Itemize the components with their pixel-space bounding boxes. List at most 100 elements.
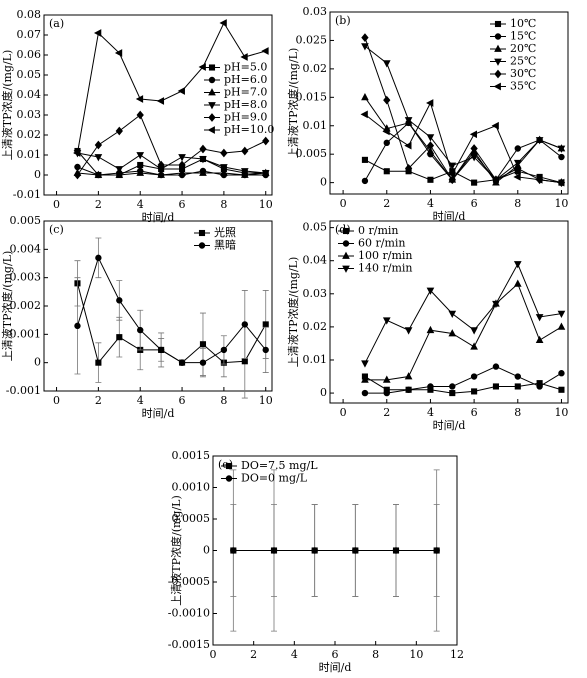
y-tick-label: 0.003	[10, 271, 42, 284]
marker	[535, 175, 543, 184]
marker	[114, 49, 123, 57]
series-line	[76, 283, 267, 364]
legend-label: 15℃	[510, 30, 536, 43]
marker	[157, 160, 165, 170]
marker	[199, 168, 207, 176]
marker	[513, 279, 522, 287]
x-tick-label: 8	[220, 198, 227, 211]
panel-label: (a)	[49, 17, 64, 30]
marker	[361, 33, 369, 42]
legend-label: pH=6.0	[224, 73, 267, 86]
series-line	[364, 45, 562, 181]
x-tick-label: 2	[383, 197, 390, 210]
marker	[95, 254, 102, 262]
marker	[137, 326, 144, 334]
y-axis-label: 上清液TP浓度/(mg/L)	[286, 257, 300, 368]
y-tick-label: 0.015	[296, 90, 328, 103]
series-line	[77, 166, 266, 176]
panel: -0.01 0 0.01 0.02 0.03 0.04 0.05 0.06 0.07 0.08 0 2…	[0, 8, 274, 224]
legend-marker	[198, 229, 206, 237]
marker	[240, 168, 249, 176]
series-line	[364, 37, 562, 184]
y-tick-label: -0.0005	[168, 575, 210, 588]
marker	[404, 327, 413, 335]
marker	[136, 110, 144, 120]
marker	[470, 342, 478, 350]
y-tick-label: 0.04	[303, 254, 328, 267]
marker	[427, 383, 434, 390]
marker	[449, 390, 456, 397]
marker	[513, 159, 522, 168]
marker	[94, 154, 103, 162]
marker	[382, 317, 391, 325]
x-tick-label: 2	[383, 406, 390, 419]
marker	[220, 148, 228, 158]
marker	[492, 300, 500, 309]
marker	[471, 388, 478, 395]
panel-label: (c)	[49, 223, 64, 236]
series-line	[364, 376, 562, 394]
marker	[558, 386, 565, 393]
panel-label: (b)	[335, 14, 351, 27]
marker	[73, 170, 82, 180]
legend-marker	[198, 242, 206, 249]
marker	[360, 110, 368, 119]
legend-marker	[494, 69, 502, 79]
marker	[558, 370, 565, 377]
marker	[241, 146, 249, 156]
legend-marker	[493, 82, 501, 91]
y-tick-label: 0.005	[296, 147, 328, 160]
marker	[404, 117, 413, 125]
legend-label: 100 r/min	[358, 249, 413, 262]
legend-label: pH=7.0	[224, 86, 267, 99]
legend-label: 20℃	[510, 42, 536, 55]
series-line	[364, 366, 562, 394]
marker	[177, 87, 185, 95]
y-tick-label: 0.06	[17, 48, 42, 61]
marker	[492, 383, 499, 390]
y-tick-label: 0.005	[10, 214, 42, 227]
marker	[361, 375, 369, 383]
marker	[383, 168, 390, 175]
y-tick-label: 0.001	[10, 327, 42, 340]
marker	[178, 359, 186, 366]
marker	[470, 144, 478, 153]
marker	[469, 130, 478, 139]
marker	[558, 153, 565, 161]
marker	[491, 121, 499, 130]
y-tick-label: 0	[320, 386, 327, 399]
x-tick-label: 10	[259, 394, 273, 407]
marker	[536, 383, 543, 390]
marker	[426, 325, 435, 334]
series-line	[77, 172, 266, 176]
marker	[219, 19, 227, 27]
marker	[135, 95, 144, 103]
marker	[115, 126, 123, 136]
marker	[262, 346, 269, 354]
marker	[426, 134, 435, 142]
y-tick-label: 0	[203, 544, 210, 557]
marker	[220, 346, 228, 354]
marker	[199, 156, 207, 164]
marker	[137, 161, 144, 169]
legend-marker	[208, 102, 216, 110]
series-line	[77, 152, 266, 174]
marker	[157, 346, 165, 354]
marker	[270, 547, 278, 554]
marker	[230, 547, 237, 554]
x-tick-label: 2	[95, 198, 102, 211]
marker	[492, 175, 500, 185]
legend-label: 35℃	[510, 80, 536, 93]
legend-label: pH=8.0	[224, 98, 267, 111]
marker	[361, 177, 369, 185]
y-tick-label: 0	[34, 356, 41, 369]
marker	[240, 53, 248, 61]
marker	[447, 170, 456, 178]
x-tick-label: 4	[427, 406, 434, 419]
marker	[157, 170, 165, 178]
y-tick-label: 0.0010	[172, 481, 211, 494]
marker	[361, 156, 368, 163]
x-tick-label: 6	[332, 648, 339, 661]
y-tick-label: 0.01	[303, 119, 328, 132]
marker	[426, 99, 434, 107]
